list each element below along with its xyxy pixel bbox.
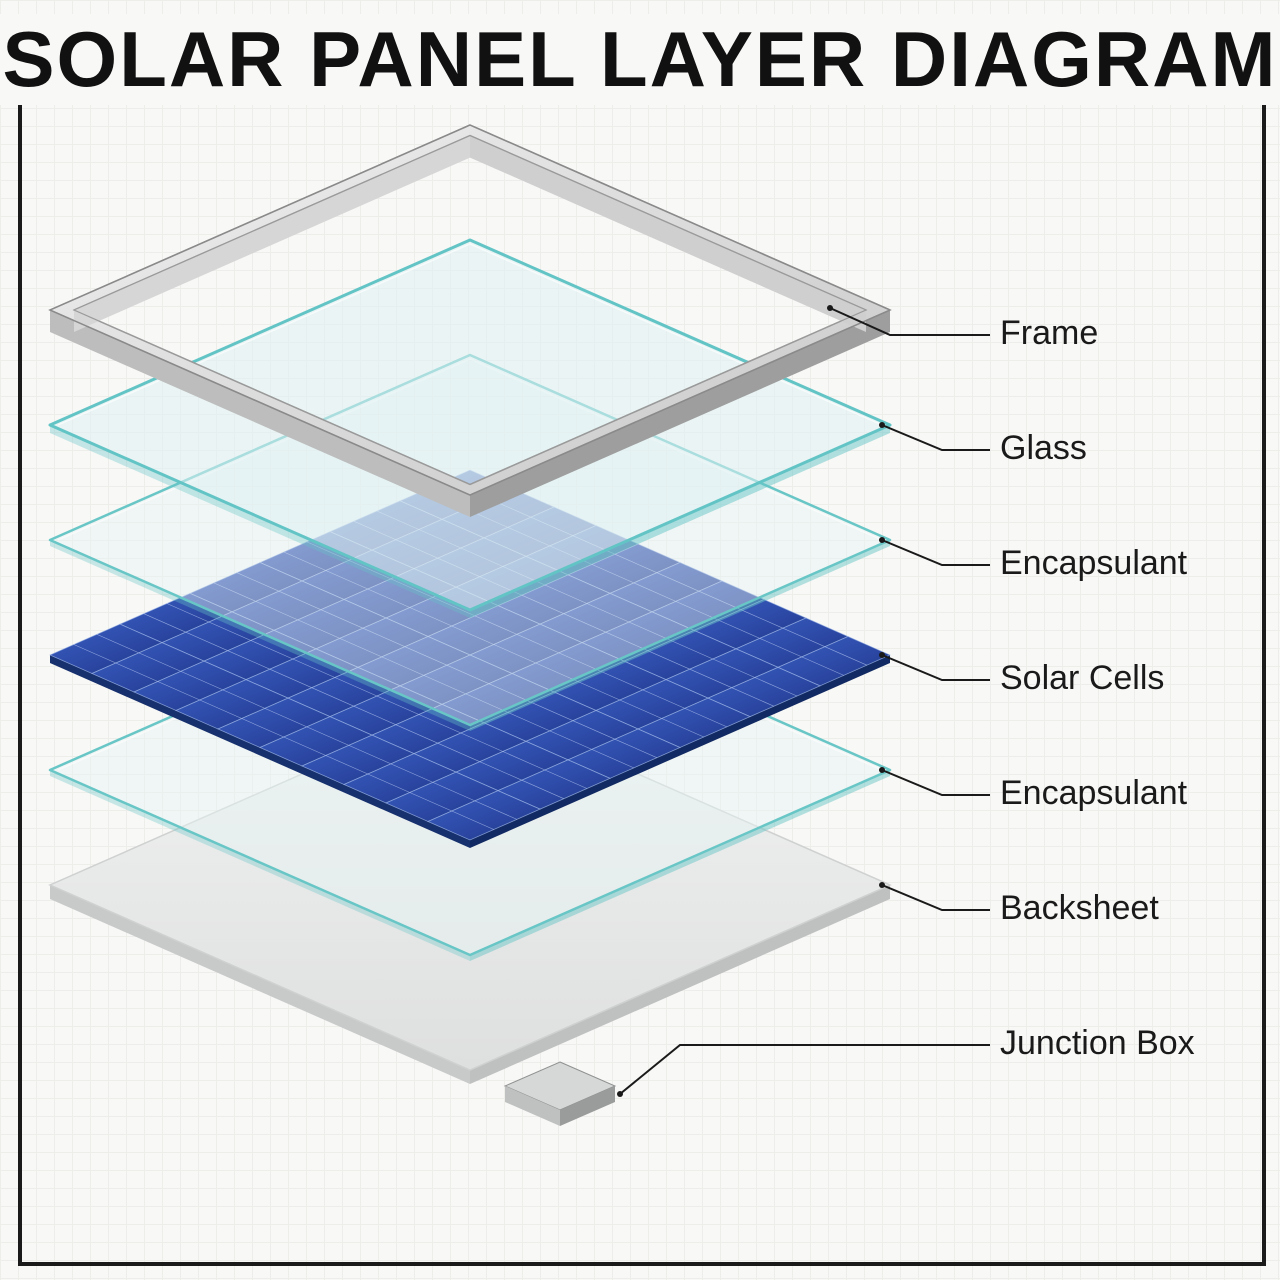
label-backsheet: Backsheet (879, 882, 1159, 927)
label-text-encapsulant1: Encapsulant (1000, 544, 1188, 582)
label-encapsulant1: Encapsulant (879, 537, 1188, 582)
label-text-glass: Glass (1000, 429, 1087, 467)
label-junctionbox: Junction Box (617, 1024, 1195, 1097)
label-text-junctionbox: Junction Box (1000, 1024, 1195, 1062)
label-text-encapsulant2: Encapsulant (1000, 774, 1188, 812)
label-solarcells: Solar Cells (879, 652, 1164, 697)
junction-box (505, 1062, 615, 1126)
label-text-frame: Frame (1000, 314, 1098, 352)
label-text-solarcells: Solar Cells (1000, 659, 1164, 697)
label-text-backsheet: Backsheet (1000, 889, 1159, 927)
label-glass: Glass (879, 422, 1087, 467)
label-encapsulant2: Encapsulant (879, 767, 1188, 812)
exploded-diagram: Frame Glass Encapsulant Solar Cells Encapsul… (0, 0, 1280, 1280)
